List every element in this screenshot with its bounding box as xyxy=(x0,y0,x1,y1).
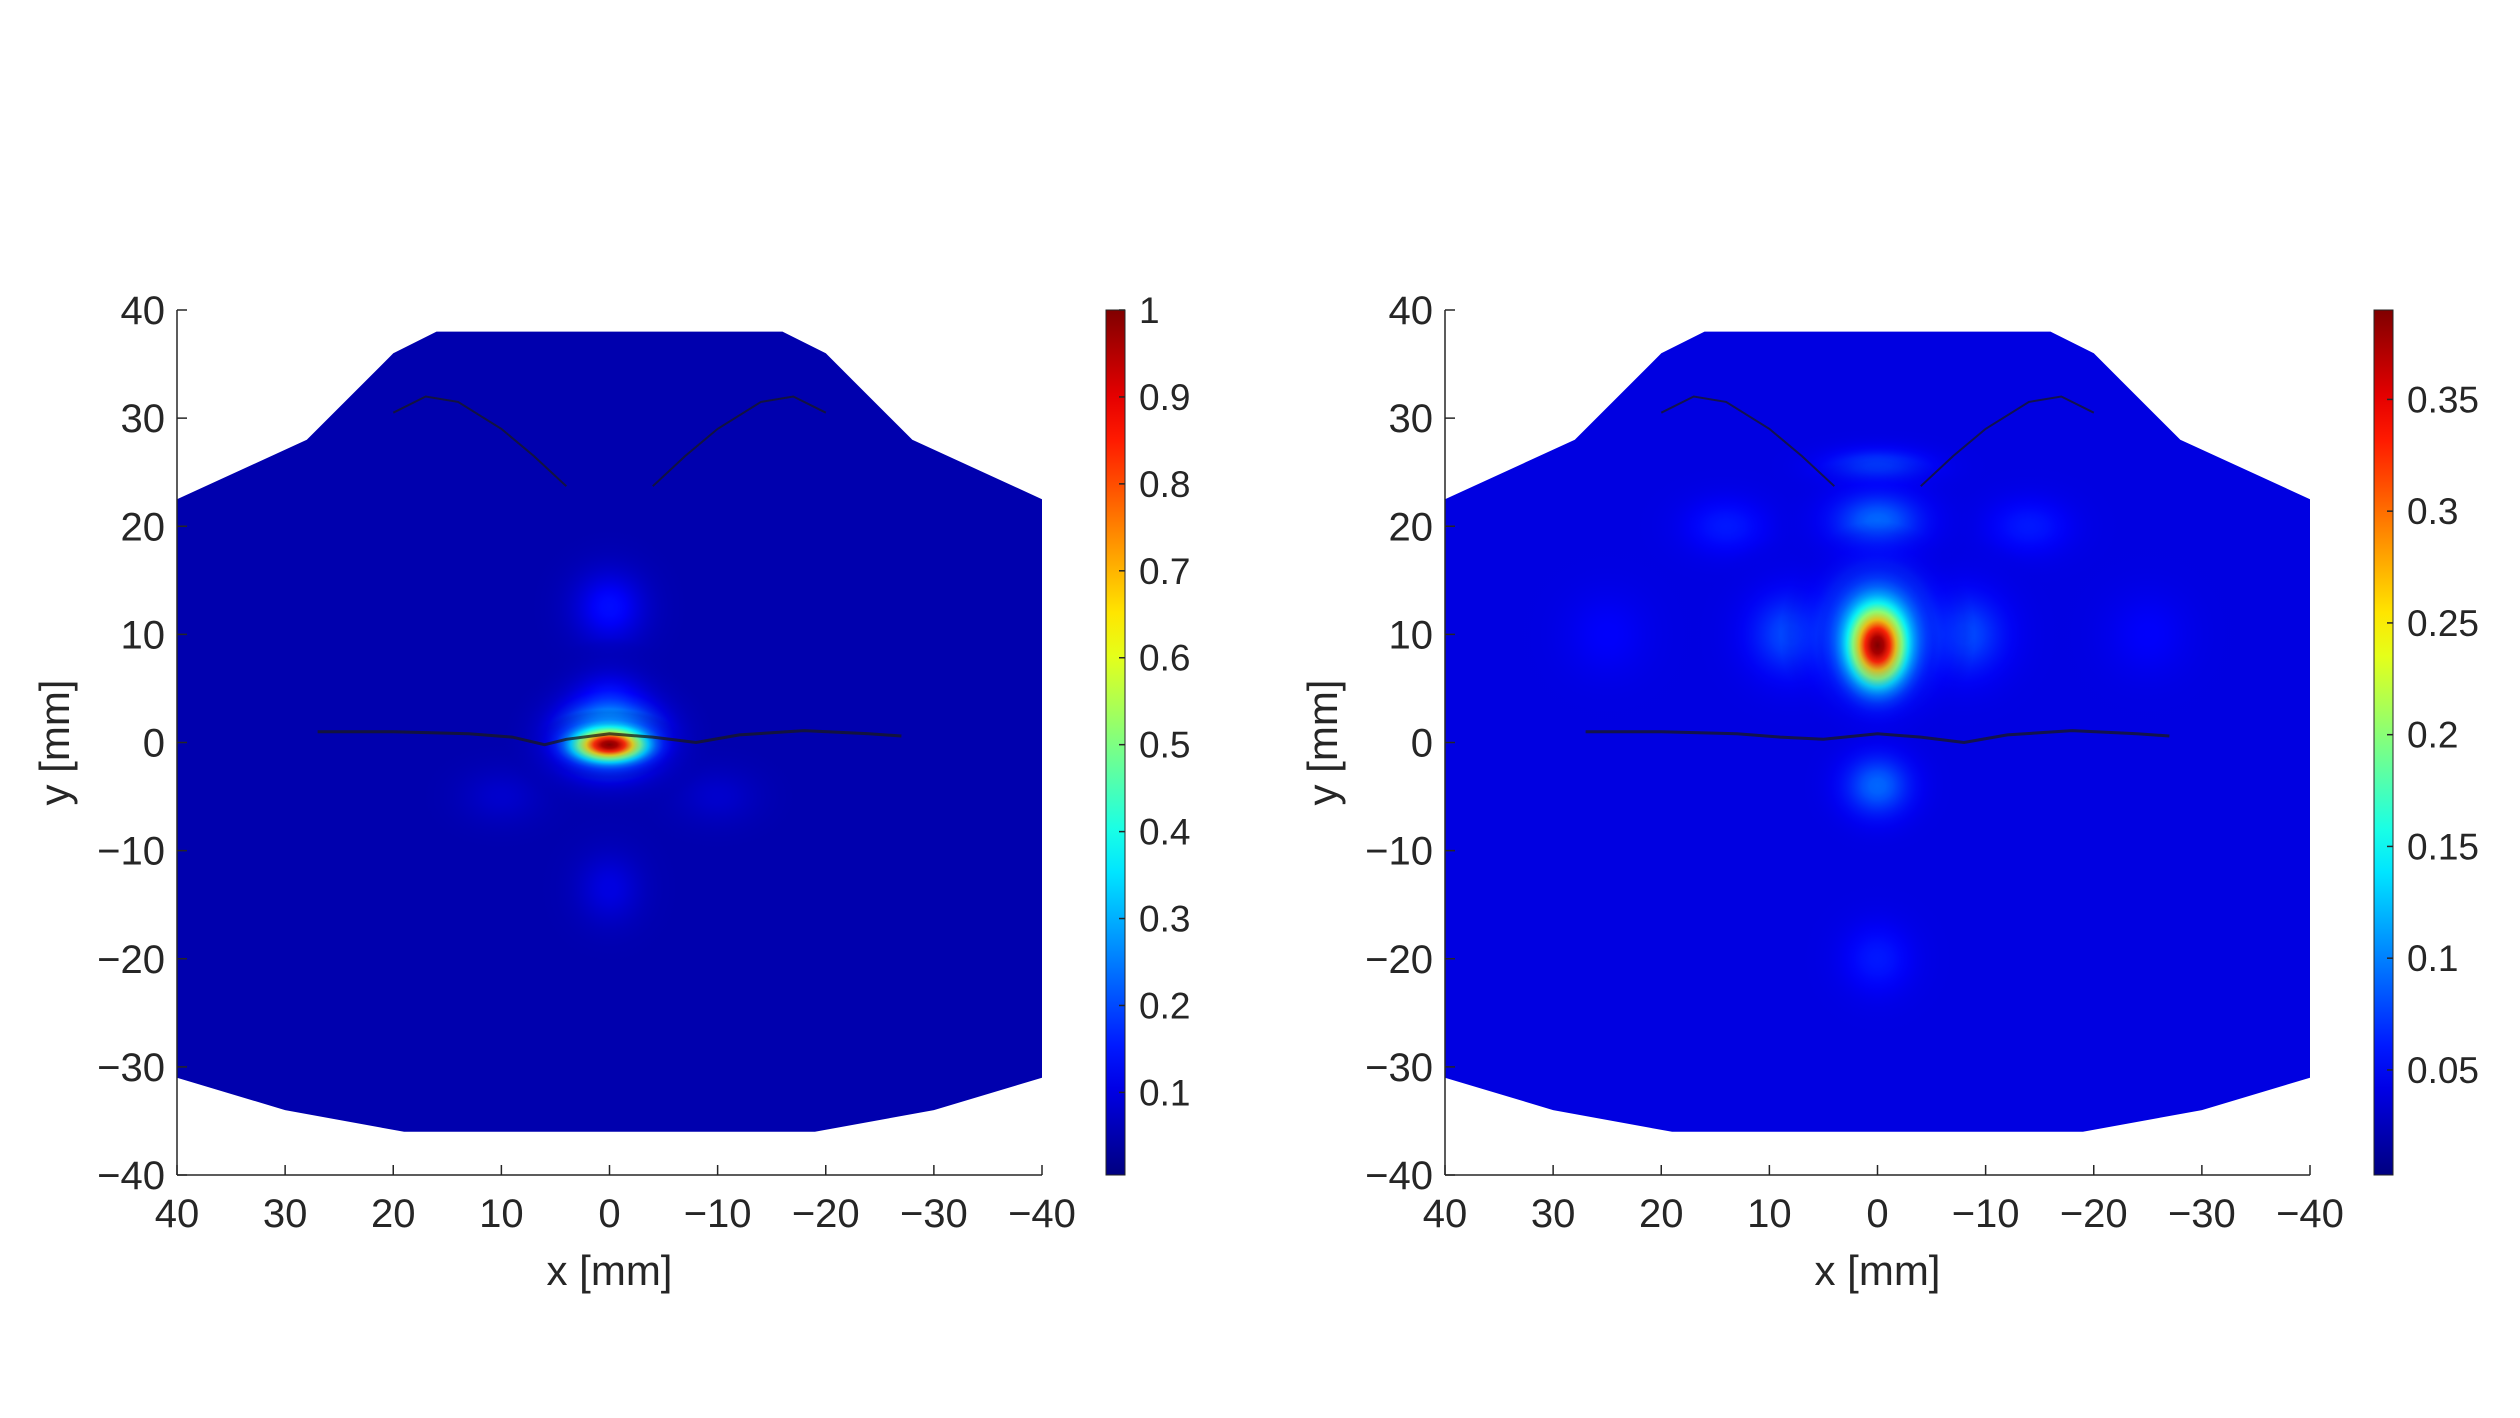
x-tick-label: −10 xyxy=(1952,1192,2020,1236)
y-tick-label: 20 xyxy=(1389,505,1434,549)
field-hotspot xyxy=(531,709,688,781)
colorbar-tick-label: 0.2 xyxy=(2407,715,2458,756)
x-tick-label: 20 xyxy=(1639,1192,1684,1236)
field-hotspot xyxy=(1509,537,1705,732)
colorbar-gradient xyxy=(1105,309,1126,1176)
x-axis-label: x [mm] xyxy=(1815,1247,1941,1294)
x-tick-label: −30 xyxy=(900,1192,968,1236)
colorbar-tick-label: 0.25 xyxy=(2407,603,2479,644)
colorbar-tick-label: 0.05 xyxy=(2407,1050,2479,1091)
colorbar-tick-label: 0.2 xyxy=(1139,985,1190,1026)
x-tick-label: 10 xyxy=(1747,1192,1792,1236)
boundary-left-lobe xyxy=(392,395,567,487)
y-tick-label: 10 xyxy=(121,613,166,657)
y-axis-label: y [mm] xyxy=(1299,680,1346,806)
y-tick-label: −40 xyxy=(1365,1154,1433,1198)
y-tick-label: −30 xyxy=(1365,1046,1433,1090)
colorbar-tick-label: 0.35 xyxy=(2407,379,2479,420)
y-tick-label: 0 xyxy=(143,722,165,766)
x-tick-label: −20 xyxy=(792,1192,860,1236)
y-tick-label: 30 xyxy=(1389,397,1434,441)
y-tick-label: −10 xyxy=(97,830,165,874)
colorbar-gradient xyxy=(2373,309,2394,1176)
x-tick-label: 40 xyxy=(1423,1192,1468,1236)
colorbar-tick-label: 0.1 xyxy=(2407,938,2458,979)
field-hotspot xyxy=(1796,877,1959,1040)
x-tick-label: 30 xyxy=(1531,1192,1576,1236)
axes-2: 40 30 20 10 0 −10 −20 −30 −40403020100−10−20−30−… xyxy=(1299,289,2344,1294)
x-tick-label: −10 xyxy=(684,1192,752,1236)
field-hotspot xyxy=(1815,560,1940,730)
colorbar-tick-label: 0.1 xyxy=(1139,1072,1190,1113)
colorbar-tick-label: 0.8 xyxy=(1139,464,1190,505)
y-tick-label: −20 xyxy=(1365,938,1433,982)
y-tick-label: 40 xyxy=(1389,289,1434,333)
colorbar-tick-label: 0.15 xyxy=(2407,826,2479,867)
y-tick-label: 40 xyxy=(121,289,166,333)
colorbar-tick-label: 1 xyxy=(1139,290,1160,331)
y-tick-label: 20 xyxy=(121,505,166,549)
colorbar-tick-label: 0.7 xyxy=(1139,551,1190,592)
axes-1: 40 30 20 10 0 −10 −20 −30 −40403020100−10−20−30−… xyxy=(31,289,1076,1294)
x-tick-label: 20 xyxy=(371,1192,416,1236)
colorbar-1: 0.1 0.2 0.3 0.4 0.5 0.6 0.7 0.8 0.9 1 xyxy=(1105,290,1190,1176)
boundary-lip-line xyxy=(1585,729,2170,745)
colorbar-tick-label: 0.3 xyxy=(2407,491,2458,532)
y-tick-label: 0 xyxy=(1411,722,1433,766)
field-hotspot xyxy=(1799,714,1956,858)
boundary-lip-line xyxy=(317,729,902,747)
colorbar-2: 0.05 0.1 0.15 0.2 0.25 0.3 0.35 xyxy=(2373,309,2479,1176)
field-hotspot xyxy=(531,804,688,973)
boundary-left-lobe xyxy=(1660,395,1835,487)
x-tick-label: 0 xyxy=(1866,1192,1888,1236)
x-tick-label: 0 xyxy=(598,1192,620,1236)
x-tick-label: −40 xyxy=(2276,1192,2344,1236)
heatmap-panel-1: 40 30 20 10 0 −10 −20 −30 −40403020100−10−20−30−… xyxy=(31,289,1190,1294)
x-axis-label: x [mm] xyxy=(547,1247,673,1294)
x-tick-label: 30 xyxy=(263,1192,308,1236)
colorbar-tick-label: 0.9 xyxy=(1139,377,1190,418)
x-tick-label: 40 xyxy=(155,1192,200,1236)
boundary-right-lobe xyxy=(1920,395,2095,487)
x-tick-label: −40 xyxy=(1008,1192,1076,1236)
boundary-right-lobe xyxy=(652,395,827,487)
colorbar-tick-label: 0.5 xyxy=(1139,725,1190,766)
y-tick-label: 10 xyxy=(1389,613,1434,657)
y-tick-label: 30 xyxy=(121,397,166,441)
heatmap-panel-2: 40 30 20 10 0 −10 −20 −30 −40403020100−10−20−30−… xyxy=(1299,289,2479,1294)
y-tick-label: −30 xyxy=(97,1046,165,1090)
x-tick-label: 10 xyxy=(479,1192,524,1236)
colorbar-tick-label: 0.6 xyxy=(1139,638,1190,679)
y-tick-label: −40 xyxy=(97,1154,165,1198)
x-tick-label: −30 xyxy=(2168,1192,2236,1236)
y-tick-label: −10 xyxy=(1365,830,1433,874)
y-tick-label: −20 xyxy=(97,938,165,982)
field-hotspot xyxy=(2050,537,2246,732)
colorbar-tick-label: 0.3 xyxy=(1139,899,1190,940)
colorbar-tick-label: 0.4 xyxy=(1139,812,1190,853)
x-tick-label: −20 xyxy=(2060,1192,2128,1236)
y-axis-label: y [mm] xyxy=(31,680,78,806)
